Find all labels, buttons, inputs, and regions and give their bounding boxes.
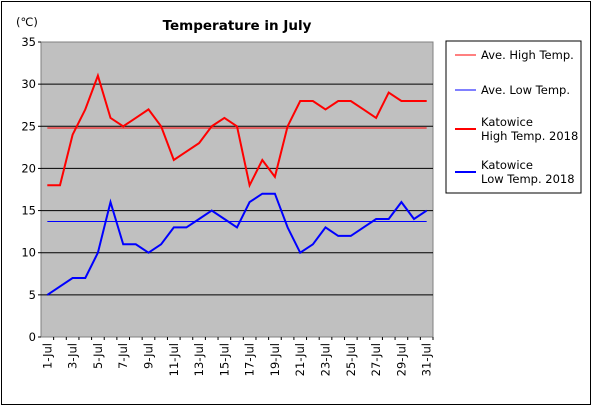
x-tick-label: 29-Jul <box>394 343 408 376</box>
series-line-3 <box>46 192 428 296</box>
chart-title: Temperature in July <box>163 18 312 34</box>
series-lines <box>46 72 428 296</box>
x-tick-label: 23-Jul <box>319 343 333 376</box>
x-tick-label: 5-Jul <box>91 343 105 369</box>
y-tick-label: 0 <box>29 330 36 344</box>
y-tick-label: 15 <box>21 204 36 218</box>
x-tick-label: 9-Jul <box>141 343 155 369</box>
legend-label-3: Low Temp. 2018 <box>481 172 575 186</box>
y-tick-label: 20 <box>21 161 36 175</box>
x-tick-label: 31-Jul <box>420 343 434 376</box>
y-tick-label: 35 <box>21 35 36 49</box>
x-tick-label: 7-Jul <box>116 343 130 369</box>
x-tick-label: 3-Jul <box>66 343 80 369</box>
y-tick-label: 30 <box>21 77 36 91</box>
x-tick-label: 15-Jul <box>217 343 231 376</box>
x-axis-ticks: 1-Jul 3-Jul 5-Jul 7-Jul 9-Jul 11-Jul 13-Jul 15-… <box>40 337 434 376</box>
plot-area <box>40 41 434 338</box>
legend-label-0: Ave. High Temp. <box>481 48 574 62</box>
x-tick-label: 25-Jul <box>344 343 358 376</box>
y-axis-ticks: 0 5 10 15 20 25 30 35 <box>21 35 41 344</box>
x-tick-label: 21-Jul <box>293 343 307 376</box>
x-tick-label: 27-Jul <box>369 343 383 376</box>
y-tick-label: 5 <box>29 288 36 302</box>
legend-label-3: Katowice <box>481 158 533 172</box>
x-tick-label: 17-Jul <box>243 343 257 376</box>
legend <box>445 40 582 194</box>
series-line-2 <box>47 72 427 189</box>
x-tick-label: 11-Jul <box>167 343 181 376</box>
legend-entries: Ave. High Temp.Ave. Low Temp.KatowiceHig… <box>455 48 578 186</box>
y-tick-label: 10 <box>21 246 36 260</box>
y-tick-label: 25 <box>21 119 36 133</box>
legend-label-2: High Temp. 2018 <box>481 129 578 143</box>
x-tick-label: 1-Jul <box>40 343 54 369</box>
legend-label-1: Ave. Low Temp. <box>481 83 570 97</box>
legend-label-2: Katowice <box>481 115 533 129</box>
x-tick-label: 19-Jul <box>268 343 282 376</box>
x-tick-label: 13-Jul <box>192 343 206 376</box>
y-unit-label: (℃) <box>16 15 38 29</box>
